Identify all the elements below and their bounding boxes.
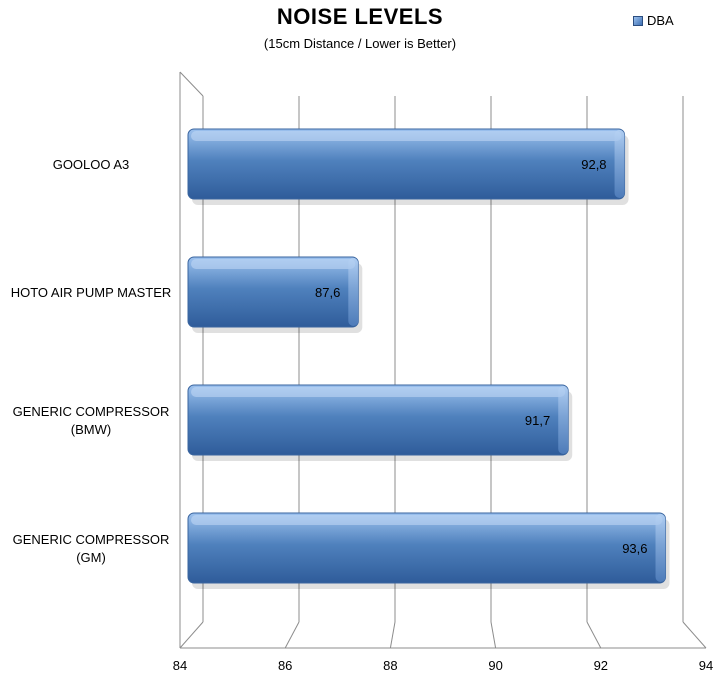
x-tick-label: 94 [699, 658, 713, 673]
bar-end-cap [614, 130, 625, 198]
labels: 92,8 GOOLOO A3 87,6 HOTO AIR PUMP MASTER 91,… [11, 157, 648, 565]
category-label: GENERIC COMPRESSOR [13, 532, 170, 547]
legend-label: DBA [647, 13, 674, 28]
gridline-floor [284, 621, 300, 649]
axis-left-top [179, 71, 204, 97]
bar-end-cap [655, 514, 666, 582]
bar-highlight [191, 259, 356, 269]
x-tick-label: 90 [488, 658, 502, 673]
x-tick-label: 92 [594, 658, 608, 673]
category-label: (BMW) [71, 422, 111, 437]
bar-value-label: 91,7 [525, 413, 550, 428]
bar-highlight [191, 387, 566, 397]
gridline-floor [586, 621, 602, 649]
bar-value-label: 92,8 [581, 157, 606, 172]
bars [187, 128, 670, 589]
x-tick-label: 86 [278, 658, 292, 673]
chart-title: NOISE LEVELS [276, 4, 444, 29]
bar-value-label: 87,6 [315, 285, 340, 300]
gridline-floor [490, 621, 497, 649]
category-label: (GM) [76, 550, 106, 565]
bar-end-cap [558, 386, 569, 454]
gridline-floor [682, 621, 707, 649]
bar-highlight [191, 131, 622, 141]
x-tick-label: 84 [173, 658, 187, 673]
category-label: HOTO AIR PUMP MASTER [11, 285, 172, 300]
category-label: GENERIC COMPRESSOR [13, 404, 170, 419]
gridline-floor [389, 621, 396, 649]
gridline-floor [179, 621, 204, 649]
bar-value-label: 93,6 [622, 541, 647, 556]
x-tick-label: 88 [383, 658, 397, 673]
category-label: GOOLOO A3 [53, 157, 130, 172]
chart-subtitle: (15cm Distance / Lower is Better) [263, 36, 457, 51]
bar-highlight [191, 515, 663, 525]
legend-swatch [633, 15, 643, 26]
bar-end-cap [348, 258, 359, 326]
legend: DBA [633, 13, 674, 28]
